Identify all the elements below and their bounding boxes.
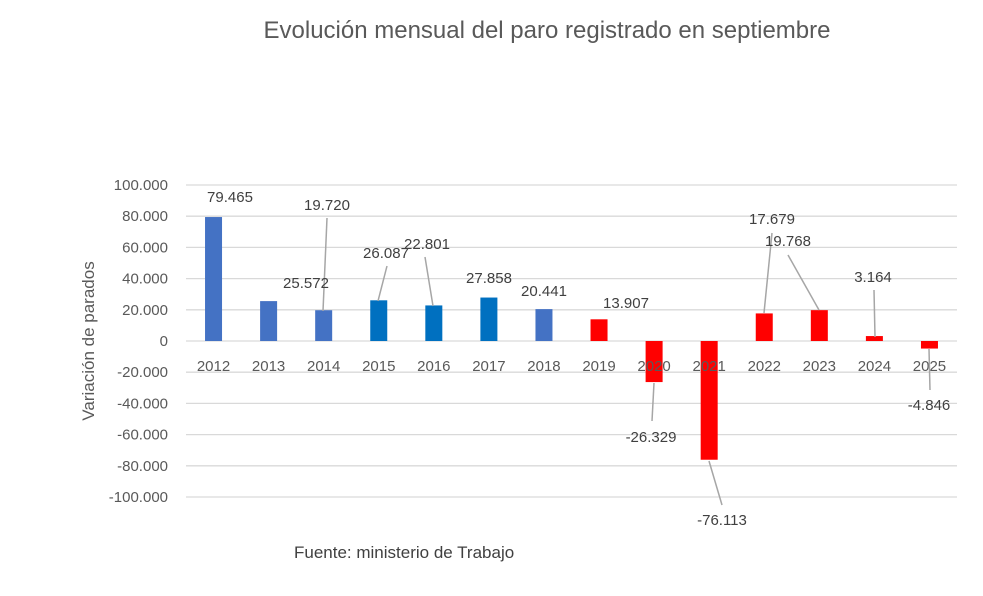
x-tick-label: 2012 <box>197 358 230 375</box>
bar-2017 <box>480 297 498 341</box>
bar-2013 <box>260 301 278 341</box>
data-label: -26.329 <box>626 429 677 446</box>
data-label: 20.441 <box>521 283 567 300</box>
bar-2014 <box>315 310 333 341</box>
x-tick-label: 2020 <box>637 358 670 375</box>
y-tick-label: -100.000 <box>109 489 168 506</box>
data-label: 22.801 <box>404 236 450 253</box>
bar-2022 <box>755 313 773 341</box>
y-tick-label: 80.000 <box>122 208 168 225</box>
leader-line <box>873 289 876 338</box>
x-tick-label: 2023 <box>803 358 836 375</box>
x-tick-label: 2017 <box>472 358 505 375</box>
x-tick-label: 2024 <box>858 358 891 375</box>
leader-line <box>928 348 931 391</box>
leader-line <box>651 382 655 422</box>
bar-2015 <box>370 300 388 341</box>
data-label: 3.164 <box>854 269 892 286</box>
data-label: 79.465 <box>207 189 253 206</box>
y-tick-label: -40.000 <box>117 395 168 412</box>
bar-2016 <box>425 305 443 341</box>
data-label: 17.679 <box>749 211 795 228</box>
data-label: -76.113 <box>697 512 747 529</box>
chart-title: Evolución mensual del paro registrado en… <box>264 17 831 44</box>
y-tick-label: -80.000 <box>117 458 168 475</box>
x-tick-label: 2014 <box>307 358 340 375</box>
y-tick-label: 0 <box>160 333 168 350</box>
bar-2021 <box>700 341 718 460</box>
leader-lines <box>322 217 931 506</box>
x-tick-label: 2013 <box>252 358 285 375</box>
bar-2024 <box>865 336 883 341</box>
x-tick-label: 2018 <box>527 358 560 375</box>
bar-2023 <box>810 310 828 341</box>
x-axis-tick-labels: 2012 2013 2014 2015 2016 2017 2018 2019 2020 2021… <box>197 358 946 375</box>
data-label: 19.720 <box>304 197 350 214</box>
leader-line <box>424 256 434 307</box>
y-axis-tick-labels: 100.000 80.000 60.000 40.000 20.000 0 -20.000 -… <box>109 177 168 506</box>
y-axis-title: Variación de parados <box>79 261 98 420</box>
y-tick-label: 100.000 <box>114 177 168 194</box>
leader-line <box>377 265 388 302</box>
x-tick-label: 2022 <box>748 358 781 375</box>
y-tick-label: 40.000 <box>122 271 168 288</box>
y-tick-label: 60.000 <box>122 239 168 256</box>
leader-line <box>322 217 328 312</box>
data-label: 27.858 <box>466 270 512 287</box>
bar-2025 <box>920 341 938 349</box>
bar-2020 <box>645 341 663 383</box>
data-label: -4.846 <box>908 397 951 414</box>
bars <box>205 217 938 460</box>
x-tick-label: 2016 <box>417 358 450 375</box>
bar-2018 <box>535 309 553 341</box>
x-tick-label: 2021 <box>692 358 725 375</box>
data-label: 19.768 <box>765 233 811 250</box>
bar-2019 <box>590 319 608 341</box>
data-label: 13.907 <box>603 295 649 312</box>
leader-line <box>708 460 723 506</box>
bar-2012 <box>205 217 223 341</box>
source-note: Fuente: ministerio de Trabajo <box>294 543 514 562</box>
leader-line <box>763 232 773 314</box>
x-tick-label: 2015 <box>362 358 395 375</box>
leader-line <box>787 254 820 311</box>
y-tick-label: -20.000 <box>117 364 168 381</box>
y-tick-label: 20.000 <box>122 302 168 319</box>
x-tick-label: 2019 <box>582 358 615 375</box>
y-tick-label: -60.000 <box>117 427 168 444</box>
data-label: 26.087 <box>363 245 409 262</box>
data-label: 25.572 <box>283 275 329 292</box>
gridlines <box>186 184 957 498</box>
